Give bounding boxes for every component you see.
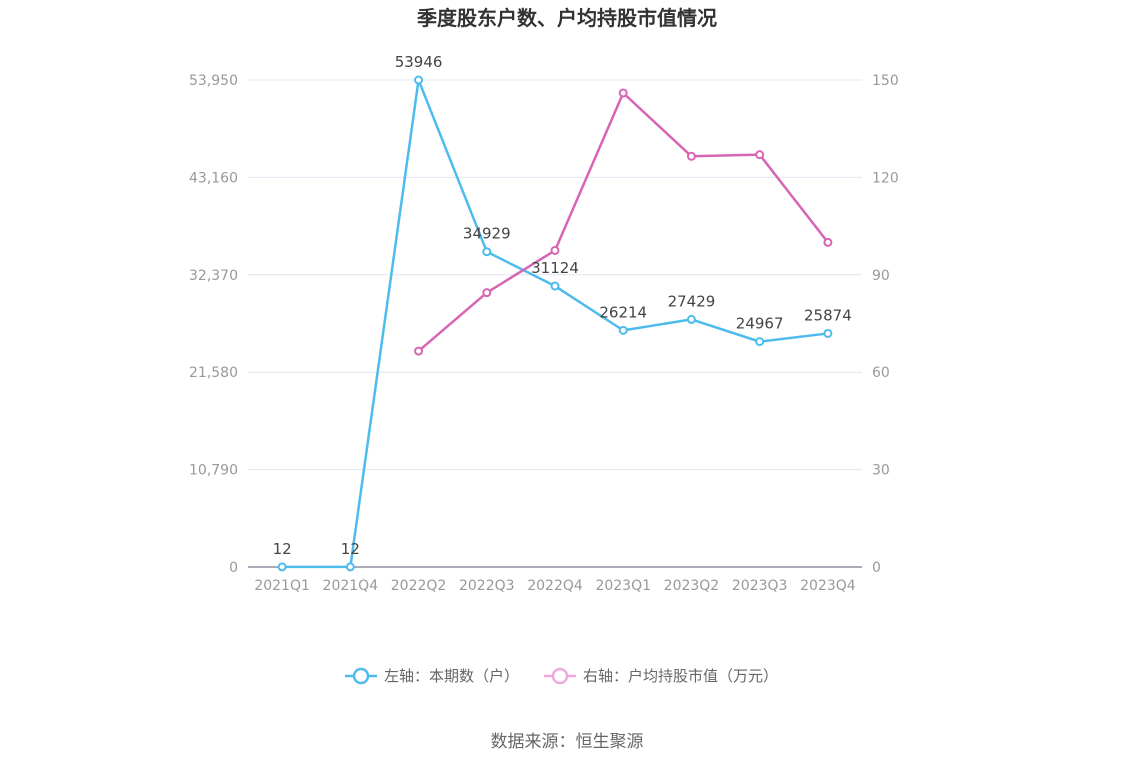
data-point-right <box>482 288 492 298</box>
source-note: 数据来源：恒生聚源 <box>491 732 644 752</box>
x-tick-label: 2023Q2 <box>664 578 720 594</box>
series-left <box>277 75 833 572</box>
data-point-left <box>686 314 696 324</box>
data-label: 25874 <box>804 306 852 324</box>
x-tick-label: 2022Q3 <box>459 578 515 594</box>
left-tick-label: 43,160 <box>189 170 238 186</box>
x-axis: 2021Q1 2021Q4 2022Q2 2022Q3 2022Q4 2023Q1 2023… <box>254 578 855 594</box>
left-axis: 0 10,790 21,580 32,370 43,160 53,950 <box>189 73 238 576</box>
right-tick-label: 60 <box>872 365 890 381</box>
left-tick-label: 21,580 <box>189 365 238 381</box>
legend: 左轴：本期数（户） 右轴：户均持股市值（万元） <box>345 667 778 685</box>
data-point-left <box>277 562 287 572</box>
left-tick-label: 53,950 <box>189 73 238 89</box>
data-point-left <box>755 337 765 347</box>
left-tick-label: 32,370 <box>189 268 238 284</box>
x-tick-label: 2023Q1 <box>595 578 651 594</box>
data-point-left <box>823 328 833 338</box>
right-tick-label: 120 <box>872 170 899 186</box>
data-point-right <box>755 150 765 160</box>
left-tick-label: 0 <box>229 560 238 576</box>
data-point-left <box>482 247 492 257</box>
data-label: 34929 <box>463 225 511 243</box>
chart-title: 季度股东户数、户均持股市值情况 <box>416 6 717 30</box>
data-point-left <box>618 325 628 335</box>
data-point-right <box>550 245 560 255</box>
data-label: 12 <box>341 540 360 558</box>
right-tick-label: 90 <box>872 268 890 284</box>
data-label: 31124 <box>531 259 579 277</box>
right-tick-label: 30 <box>872 463 890 479</box>
data-label: 53946 <box>395 53 443 71</box>
data-point-right <box>618 88 628 98</box>
legend-marker-left <box>352 667 370 685</box>
series-right <box>414 88 833 356</box>
data-labels: 12 12 53946 34929 31124 26214 27429 24967 25874 <box>273 53 852 558</box>
data-point-right <box>414 346 424 356</box>
x-tick-label: 2023Q4 <box>800 578 856 594</box>
legend-item-left[interactable]: 左轴：本期数（户） <box>345 667 519 685</box>
legend-marker-right <box>551 667 569 685</box>
data-point-left <box>414 75 424 85</box>
data-label: 12 <box>273 540 292 558</box>
data-point-left <box>550 281 560 291</box>
x-tick-label: 2021Q4 <box>323 578 379 594</box>
legend-label-right: 右轴：户均持股市值（万元） <box>583 667 778 685</box>
legend-item-right[interactable]: 右轴：户均持股市值（万元） <box>544 667 778 685</box>
right-tick-label: 150 <box>872 73 899 89</box>
data-point-left <box>345 562 355 572</box>
right-tick-label: 0 <box>872 560 881 576</box>
right-axis: 0 30 60 90 120 150 <box>872 73 899 576</box>
data-point-right <box>823 237 833 247</box>
x-tick-label: 2023Q3 <box>732 578 788 594</box>
x-tick-label: 2022Q2 <box>391 578 447 594</box>
x-tick-label: 2022Q4 <box>527 578 583 594</box>
data-label: 26214 <box>599 303 647 321</box>
x-tick-label: 2021Q1 <box>254 578 310 594</box>
left-tick-label: 10,790 <box>189 463 238 479</box>
data-label: 27429 <box>668 292 716 310</box>
data-point-right <box>686 151 696 161</box>
data-label: 24967 <box>736 315 784 333</box>
legend-label-left: 左轴：本期数（户） <box>384 667 519 685</box>
